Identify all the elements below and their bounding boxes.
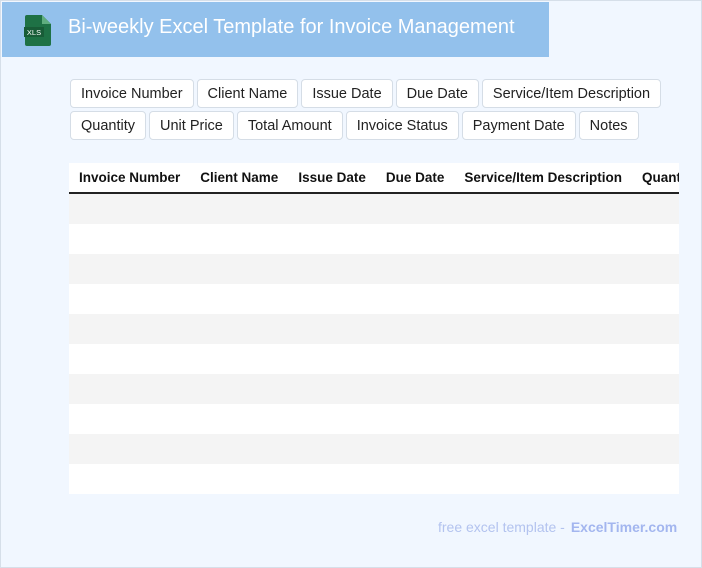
table-body bbox=[69, 194, 679, 494]
field-tag[interactable]: Client Name bbox=[196, 79, 299, 108]
field-tag[interactable]: Due Date bbox=[395, 79, 479, 108]
table-row[interactable] bbox=[69, 194, 679, 224]
column-header: Client Name bbox=[200, 170, 279, 185]
field-tag[interactable]: Invoice Status bbox=[345, 111, 459, 140]
field-tag[interactable]: Invoice Number bbox=[70, 79, 194, 108]
table-row[interactable] bbox=[69, 404, 679, 434]
page-title: Bi-weekly Excel Template for Invoice Man… bbox=[68, 16, 515, 38]
table-row[interactable] bbox=[69, 314, 679, 344]
footer: free excel template - ExcelTimer.com bbox=[438, 519, 677, 535]
table-row[interactable] bbox=[69, 434, 679, 464]
table-row[interactable] bbox=[69, 254, 679, 284]
column-header: Service/Item Description bbox=[464, 170, 622, 185]
table-row[interactable] bbox=[69, 284, 679, 314]
invoice-table: Invoice Number Client Name Issue Date Due D… bbox=[69, 163, 679, 494]
table-row[interactable] bbox=[69, 344, 679, 374]
title-bar: XLS Bi-weekly Excel Template for Invoice… bbox=[2, 2, 549, 57]
column-header: Invoice Number bbox=[79, 170, 181, 185]
footer-text: free excel template - bbox=[438, 519, 565, 535]
table-row[interactable] bbox=[69, 224, 679, 254]
xls-file-icon: XLS bbox=[24, 15, 51, 46]
table-row[interactable] bbox=[69, 464, 679, 494]
field-tag[interactable]: Notes bbox=[578, 111, 639, 140]
field-tag[interactable]: Payment Date bbox=[461, 111, 576, 140]
brand-link[interactable]: ExcelTimer.com bbox=[570, 519, 678, 535]
column-header: Issue Date bbox=[298, 170, 366, 185]
field-tags: Invoice Number Client Name Issue Date Due D… bbox=[70, 79, 680, 140]
field-tag[interactable]: Service/Item Description bbox=[481, 79, 662, 108]
field-tag[interactable]: Issue Date bbox=[301, 79, 393, 108]
field-tag[interactable]: Total Amount bbox=[236, 111, 343, 140]
column-header: Due Date bbox=[385, 170, 445, 185]
field-tag[interactable]: Unit Price bbox=[149, 111, 234, 140]
table-row[interactable] bbox=[69, 374, 679, 404]
table-header: Invoice Number Client Name Issue Date Due D… bbox=[69, 163, 679, 194]
svg-text:XLS: XLS bbox=[27, 28, 41, 37]
column-header: Quantity bbox=[641, 170, 679, 185]
field-tag[interactable]: Quantity bbox=[70, 111, 146, 140]
